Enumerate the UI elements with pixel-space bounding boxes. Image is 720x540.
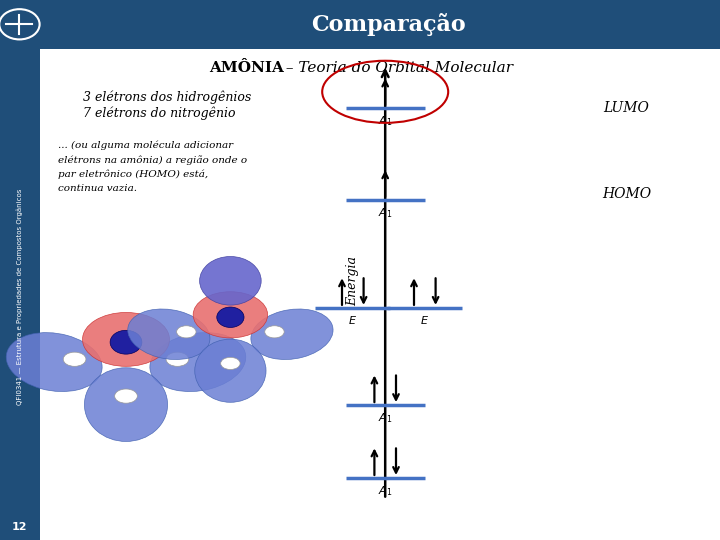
Ellipse shape — [176, 326, 196, 338]
Ellipse shape — [114, 389, 138, 403]
Text: – Teoria do Orbital Molecular: – Teoria do Orbital Molecular — [281, 60, 513, 75]
Ellipse shape — [127, 309, 210, 360]
Ellipse shape — [6, 333, 102, 392]
Ellipse shape — [110, 330, 142, 354]
Bar — [0, 49, 40, 540]
Ellipse shape — [199, 256, 261, 305]
Text: AMÔNIA: AMÔNIA — [209, 60, 284, 75]
Ellipse shape — [251, 309, 333, 360]
Ellipse shape — [166, 352, 189, 366]
Text: LUMO: LUMO — [603, 101, 649, 115]
Bar — [0, 0, 720, 49]
Text: $A_1$: $A_1$ — [378, 484, 392, 498]
Text: 12: 12 — [12, 522, 27, 531]
Ellipse shape — [193, 292, 268, 338]
Text: Comparação: Comparação — [312, 13, 466, 36]
Ellipse shape — [194, 339, 266, 402]
Text: 7 elétrons do nitrogênio: 7 elétrons do nitrogênio — [83, 106, 235, 120]
Text: Energia: Energia — [346, 256, 359, 306]
Ellipse shape — [63, 352, 86, 366]
Text: $E$: $E$ — [420, 314, 429, 326]
Ellipse shape — [150, 333, 246, 392]
Ellipse shape — [220, 357, 240, 369]
Text: $A_1$: $A_1$ — [378, 114, 392, 129]
Ellipse shape — [83, 313, 169, 366]
Ellipse shape — [217, 307, 244, 327]
Text: $E$: $E$ — [348, 314, 357, 326]
Text: 3 elétrons dos hidrogênios: 3 elétrons dos hidrogênios — [83, 91, 251, 104]
Ellipse shape — [84, 368, 168, 441]
Ellipse shape — [265, 326, 284, 338]
Text: ... (ou alguma molécula adicionar
elétrons na amônia) a região onde o
par eletrô: ... (ou alguma molécula adicionar elétro… — [58, 140, 247, 193]
Text: $A_1$: $A_1$ — [378, 206, 392, 220]
Text: $A_1$: $A_1$ — [378, 411, 392, 426]
Text: HOMO: HOMO — [602, 187, 651, 201]
Text: QFl0341 — Estrutura e Propriedades de Compostos Orgânicos: QFl0341 — Estrutura e Propriedades de Co… — [16, 189, 23, 405]
